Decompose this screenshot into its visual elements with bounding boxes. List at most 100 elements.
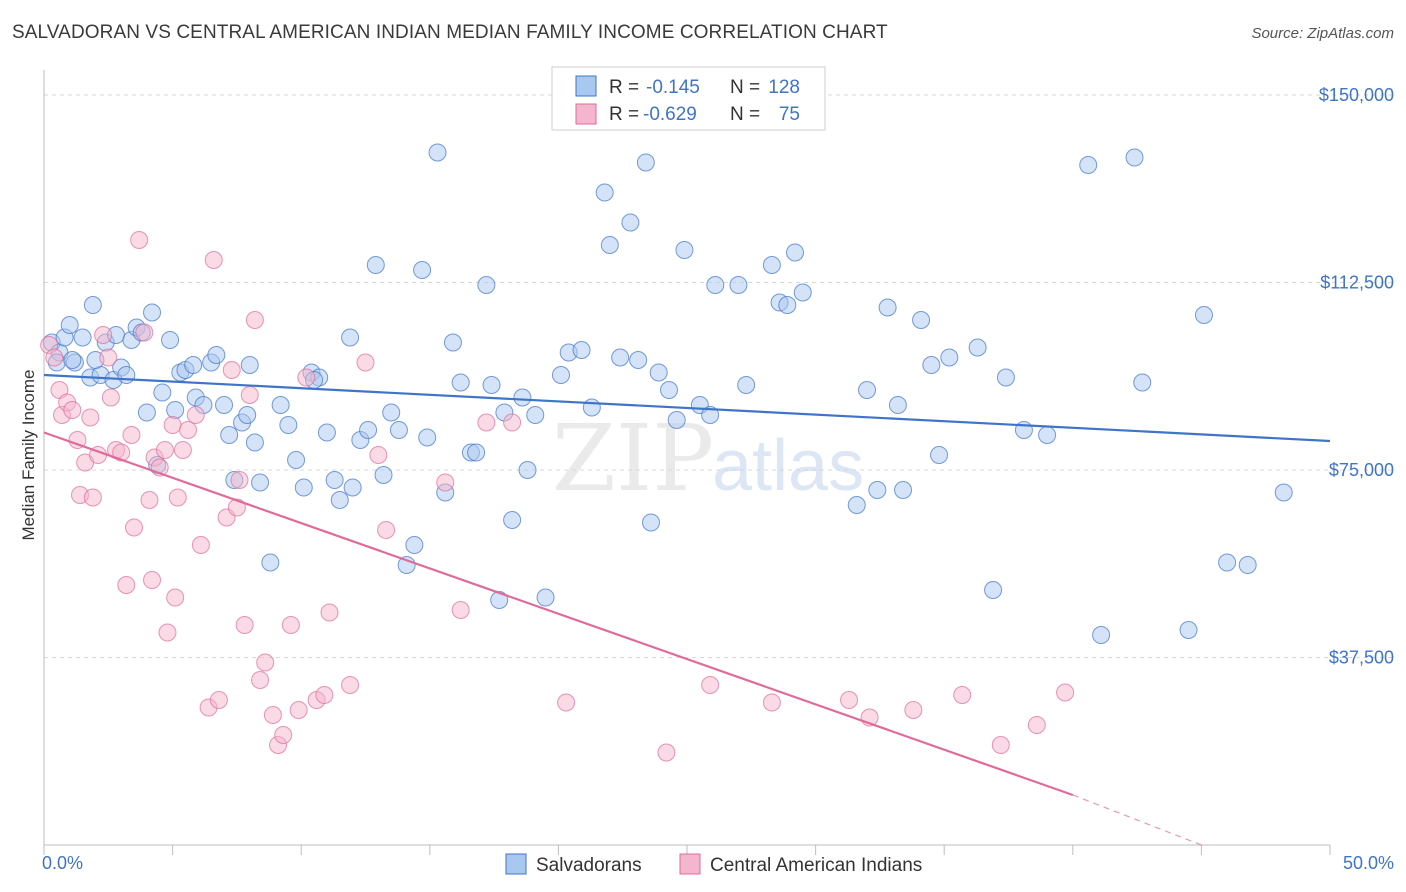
point-central-american-indians	[130, 231, 149, 249]
point-central-american-indians	[143, 571, 162, 589]
point-salvadorans	[536, 588, 555, 607]
point-central-american-indians	[369, 446, 388, 464]
point-central-american-indians	[251, 671, 270, 689]
point-central-american-indians	[991, 736, 1010, 754]
point-central-american-indians	[158, 623, 177, 642]
point-central-american-indians	[179, 421, 198, 439]
point-salvadorans	[611, 348, 630, 367]
point-salvadorans	[261, 553, 280, 572]
point-salvadorans	[675, 241, 694, 259]
point-salvadorans	[551, 366, 570, 384]
legend-n-value-1: 128	[768, 77, 800, 98]
point-salvadorans	[143, 303, 162, 322]
point-central-american-indians	[904, 701, 923, 719]
point-salvadorans	[245, 433, 264, 452]
point-central-american-indians	[263, 706, 282, 724]
point-salvadorans	[428, 143, 447, 162]
point-salvadorans	[922, 356, 941, 374]
point-central-american-indians	[101, 388, 120, 407]
point-salvadorans	[443, 333, 462, 352]
point-central-american-indians	[99, 348, 118, 367]
point-salvadorans	[888, 396, 907, 414]
point-central-american-indians	[503, 413, 522, 432]
point-salvadorans	[137, 403, 156, 422]
point-salvadorans	[868, 481, 887, 499]
data-points	[40, 143, 1293, 762]
point-salvadorans	[1079, 156, 1098, 174]
point-salvadorans	[847, 496, 866, 514]
point-central-american-indians	[204, 251, 223, 269]
legend-n-label-1: N =	[730, 77, 760, 98]
point-salvadorans	[1274, 483, 1293, 502]
point-salvadorans	[153, 383, 172, 402]
point-central-american-indians	[81, 408, 100, 427]
point-central-american-indians	[230, 471, 249, 489]
legend-n-label-2: N =	[730, 104, 760, 125]
point-central-american-indians	[68, 431, 87, 449]
trend-line-central-american-indians-extrapolated	[1072, 794, 1202, 846]
point-salvadorans	[220, 426, 239, 444]
point-salvadorans	[294, 478, 313, 497]
point-central-american-indians	[191, 536, 210, 554]
trend-line-salvadorans	[43, 373, 1331, 443]
point-central-american-indians	[341, 676, 360, 694]
point-salvadorans	[1194, 306, 1213, 324]
point-salvadorans	[968, 338, 987, 357]
point-salvadorans	[215, 396, 234, 414]
point-central-american-indians	[117, 576, 136, 594]
bottom-legend-swatch-salvadorans	[505, 853, 527, 875]
point-salvadorans	[317, 423, 336, 442]
point-central-american-indians	[173, 441, 192, 459]
legend-swatch-central-american-indians	[575, 103, 597, 125]
point-salvadorans	[526, 406, 545, 424]
point-salvadorans	[207, 346, 226, 364]
legend-swatch-salvadorans	[575, 75, 597, 97]
point-salvadorans	[636, 153, 655, 172]
point-central-american-indians	[377, 521, 396, 539]
legend-n-value-2: 75	[779, 104, 800, 125]
point-central-american-indians	[451, 601, 470, 619]
point-salvadorans	[490, 591, 509, 609]
point-central-american-indians	[135, 323, 154, 342]
bottom-legend-swatch-central-american-indians	[679, 853, 701, 875]
point-central-american-indians	[155, 441, 174, 459]
point-salvadorans	[729, 276, 748, 294]
point-salvadorans	[513, 388, 532, 407]
point-salvadorans	[930, 446, 949, 464]
point-salvadorans	[940, 348, 959, 367]
point-central-american-indians	[222, 361, 241, 379]
point-salvadorans	[117, 366, 136, 384]
point-central-american-indians	[315, 686, 334, 704]
legend-r-label-2: R =	[609, 104, 639, 125]
point-salvadorans	[166, 401, 185, 419]
point-central-american-indians	[163, 416, 182, 434]
point-central-american-indians	[281, 616, 300, 634]
point-salvadorans	[251, 473, 270, 492]
point-central-american-indians	[209, 691, 228, 709]
point-salvadorans	[287, 451, 306, 469]
legend-r-label-1: R =	[609, 77, 639, 98]
legend-r-value-2: -0.629	[643, 104, 697, 125]
y-tick-label: $112,500	[1320, 273, 1394, 293]
point-salvadorans	[271, 396, 290, 414]
point-salvadorans	[894, 481, 913, 499]
point-central-american-indians	[297, 368, 316, 387]
point-salvadorans	[83, 296, 102, 314]
point-central-american-indians	[356, 353, 375, 372]
y-tick-labels: $37,500 $75,000 $112,500 $150,000	[1319, 85, 1394, 668]
point-central-american-indians	[168, 488, 187, 507]
point-salvadorans	[878, 298, 897, 317]
point-salvadorans	[184, 356, 203, 374]
point-salvadorans	[762, 256, 781, 274]
point-salvadorans	[503, 511, 522, 529]
point-salvadorans	[778, 296, 797, 314]
point-salvadorans	[73, 328, 92, 347]
point-salvadorans	[389, 421, 408, 439]
point-central-american-indians	[762, 693, 781, 712]
point-salvadorans	[793, 283, 812, 302]
y-tick-label: $37,500	[1329, 648, 1394, 668]
point-salvadorans	[238, 406, 257, 424]
axes	[43, 70, 1331, 855]
point-salvadorans	[374, 466, 393, 484]
point-central-american-indians	[122, 426, 141, 444]
